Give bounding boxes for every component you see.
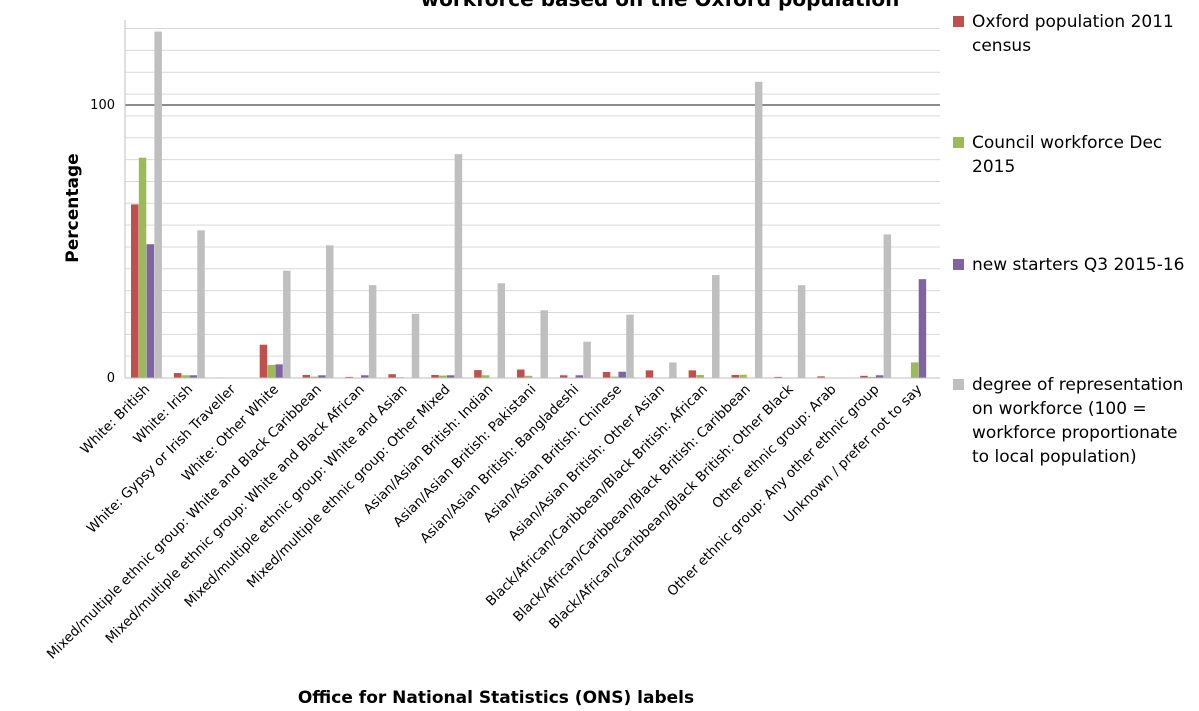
bar bbox=[267, 364, 275, 378]
bar bbox=[712, 275, 720, 378]
bar bbox=[454, 154, 463, 378]
legend-swatch bbox=[953, 259, 964, 270]
legend-entry: Council workforce Dec 2015 bbox=[972, 133, 1162, 177]
bar bbox=[540, 310, 548, 378]
legend-swatch bbox=[953, 379, 964, 390]
bar bbox=[868, 376, 876, 378]
bar bbox=[173, 373, 182, 378]
bar bbox=[411, 313, 420, 378]
bar bbox=[559, 375, 568, 378]
bar bbox=[688, 370, 697, 378]
bar bbox=[817, 376, 825, 378]
bar bbox=[754, 81, 763, 379]
bar bbox=[345, 376, 353, 378]
x-tick-label: Asian/Asian British: Bangladeshi bbox=[417, 382, 582, 547]
bars bbox=[130, 31, 927, 379]
y-axis-title: Percentage bbox=[63, 153, 83, 262]
bar bbox=[696, 374, 704, 378]
bar bbox=[302, 374, 311, 378]
bar bbox=[524, 375, 533, 378]
bar bbox=[669, 362, 677, 378]
y-tick-label: 100 bbox=[90, 98, 115, 113]
axes bbox=[124, 20, 940, 379]
bar bbox=[310, 376, 318, 378]
bar bbox=[361, 375, 369, 378]
bar bbox=[875, 375, 884, 378]
legend-swatch bbox=[953, 16, 964, 27]
bar bbox=[388, 374, 396, 378]
bar bbox=[431, 374, 439, 378]
bar bbox=[883, 234, 892, 378]
x-tick-label: Asian/Asian British: Other Asian bbox=[505, 382, 668, 545]
bar bbox=[918, 279, 927, 378]
bar bbox=[275, 364, 283, 378]
bar bbox=[368, 285, 377, 378]
bar bbox=[497, 283, 506, 378]
bar bbox=[446, 375, 455, 378]
chart-title: workforce based on the Oxford population bbox=[421, 0, 900, 11]
bar bbox=[130, 204, 139, 378]
bar bbox=[860, 375, 868, 378]
bar bbox=[189, 375, 197, 378]
bar bbox=[481, 375, 490, 378]
bar bbox=[575, 375, 584, 378]
legend: Oxford population 2011 census Council work… bbox=[953, 12, 1184, 467]
bar bbox=[181, 375, 190, 378]
legend-entry: new starters Q3 2015-16 bbox=[972, 255, 1184, 275]
bar bbox=[517, 369, 525, 378]
bar bbox=[439, 375, 447, 378]
bar bbox=[138, 157, 147, 378]
legend-entry: degree of representation on workforce (10… bbox=[972, 375, 1183, 467]
bar bbox=[910, 362, 919, 378]
bar bbox=[618, 371, 626, 378]
bar bbox=[797, 285, 806, 378]
bar bbox=[154, 31, 162, 379]
bar bbox=[610, 376, 619, 378]
y-tick-label: 0 bbox=[107, 371, 115, 386]
bar bbox=[731, 374, 740, 378]
bar bbox=[739, 374, 747, 378]
bar bbox=[602, 371, 611, 378]
bar bbox=[146, 244, 155, 378]
bar bbox=[645, 370, 654, 378]
legend-swatch bbox=[953, 137, 964, 148]
bar bbox=[259, 344, 268, 378]
bar bbox=[197, 230, 205, 378]
bar bbox=[583, 341, 591, 378]
bar bbox=[474, 370, 482, 378]
bar bbox=[283, 270, 291, 378]
bar bbox=[318, 375, 326, 378]
x-axis-title: Office for National Statistics (ONS) lab… bbox=[298, 688, 694, 708]
gridlines bbox=[125, 28, 940, 357]
y-tick-labels: 0 100 bbox=[90, 98, 115, 386]
bar bbox=[626, 314, 634, 378]
bar bbox=[774, 376, 782, 378]
bar bbox=[325, 245, 334, 378]
legend-entry: Oxford population 2011 census bbox=[972, 12, 1174, 56]
